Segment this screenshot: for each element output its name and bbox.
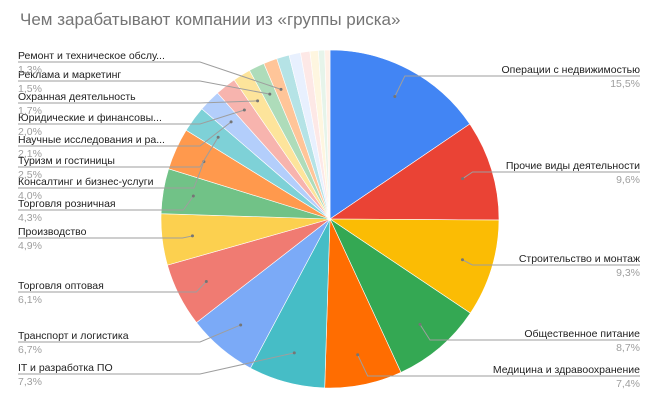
slice-percent: 4,3% bbox=[18, 212, 42, 224]
slice-label: IT и разработка ПО bbox=[18, 362, 113, 374]
leader-dot bbox=[356, 353, 360, 357]
slice-percent: 4,0% bbox=[18, 190, 42, 202]
slice-percent: 4,9% bbox=[18, 240, 42, 252]
leader-dot bbox=[393, 95, 397, 99]
leader-line bbox=[18, 161, 205, 189]
leader-dot bbox=[239, 323, 243, 327]
slice-label: Медицина и здравоохранение bbox=[493, 364, 640, 376]
leader-dot bbox=[190, 234, 194, 238]
slice-label: Туризм и гостиницы bbox=[18, 155, 115, 167]
slice-label: Торговля розничная bbox=[18, 198, 116, 210]
slice-label: Научные исследования и ра... bbox=[18, 134, 165, 146]
slice-percent: 1,5% bbox=[18, 83, 42, 95]
leader-dot bbox=[216, 135, 220, 139]
leader-dot bbox=[279, 87, 283, 91]
slice-percent: 7,4% bbox=[616, 378, 640, 390]
leader-lines bbox=[18, 61, 640, 377]
slice-percent: 8,7% bbox=[616, 342, 640, 354]
leader-line bbox=[18, 109, 245, 125]
slice-percent: 2,5% bbox=[18, 169, 42, 181]
leader-dot bbox=[461, 177, 465, 181]
leader-line bbox=[18, 136, 219, 168]
slice-label: Общественное питание bbox=[524, 328, 640, 340]
slice-label: Юридические и финансовы... bbox=[18, 112, 162, 124]
leader-line bbox=[18, 121, 232, 147]
pie-slice[interactable] bbox=[329, 49, 471, 220]
slice-label: Реклама и маркетинг bbox=[18, 69, 121, 81]
pie-slice[interactable] bbox=[329, 218, 471, 373]
leader-line bbox=[357, 354, 640, 377]
slice-label: Ремонт и техническое обслу... bbox=[18, 50, 165, 62]
leader-dot bbox=[204, 280, 208, 284]
leader-line bbox=[18, 324, 241, 343]
slice-label: Транспорт и логистика bbox=[18, 330, 129, 342]
slice-label: Операции с недвижимостью bbox=[501, 64, 640, 76]
slice-percent: 6,1% bbox=[18, 294, 42, 306]
pie-slice[interactable] bbox=[324, 49, 331, 220]
slice-label: Строительство и монтаж bbox=[519, 253, 640, 265]
leader-dot bbox=[268, 92, 272, 96]
leader-line bbox=[18, 195, 194, 211]
slice-label: Охранная деятельность bbox=[18, 91, 136, 103]
slice-percent: 7,3% bbox=[18, 376, 42, 388]
leader-line bbox=[462, 259, 640, 266]
slice-percent: 9,3% bbox=[616, 267, 640, 279]
leader-line bbox=[462, 171, 640, 180]
slice-percent: 2,0% bbox=[18, 126, 42, 138]
leader-dot bbox=[460, 258, 464, 262]
slice-label: Производство bbox=[18, 226, 87, 238]
pie-slice[interactable] bbox=[329, 218, 500, 314]
leader-line bbox=[18, 80, 270, 95]
slice-percent: 2,1% bbox=[18, 148, 42, 160]
slice-percent: 1,7% bbox=[18, 105, 42, 117]
leader-line bbox=[394, 75, 640, 97]
leader-line bbox=[419, 324, 640, 341]
slice-label: Консалтинг и бизнес-услуги bbox=[18, 176, 154, 188]
leader-dot bbox=[229, 120, 233, 124]
leader-line bbox=[18, 352, 295, 375]
leader-dot bbox=[191, 194, 195, 198]
leader-dot bbox=[242, 108, 246, 112]
slice-label: Прочие виды деятельности bbox=[506, 160, 640, 172]
leader-dot bbox=[256, 99, 260, 103]
slice-labels: Операции с недвижимостью 15,5% Прочие виды… bbox=[18, 50, 640, 390]
slice-label: Торговля оптовая bbox=[18, 280, 104, 292]
slice-percent: 6,7% bbox=[18, 344, 42, 356]
leader-dot bbox=[292, 351, 296, 355]
leader-line bbox=[18, 235, 193, 239]
pie-slice[interactable] bbox=[329, 123, 500, 221]
slice-percent: 9,6% bbox=[616, 174, 640, 186]
leader-dot bbox=[418, 322, 422, 326]
slice-percent: 15,5% bbox=[610, 78, 640, 90]
slice-percent: 1,3% bbox=[18, 64, 42, 76]
leader-line bbox=[18, 61, 282, 90]
leader-line bbox=[18, 100, 258, 104]
leader-line bbox=[18, 281, 207, 293]
chart-title: Чем зарабатывают компании из «группы рис… bbox=[20, 10, 401, 29]
